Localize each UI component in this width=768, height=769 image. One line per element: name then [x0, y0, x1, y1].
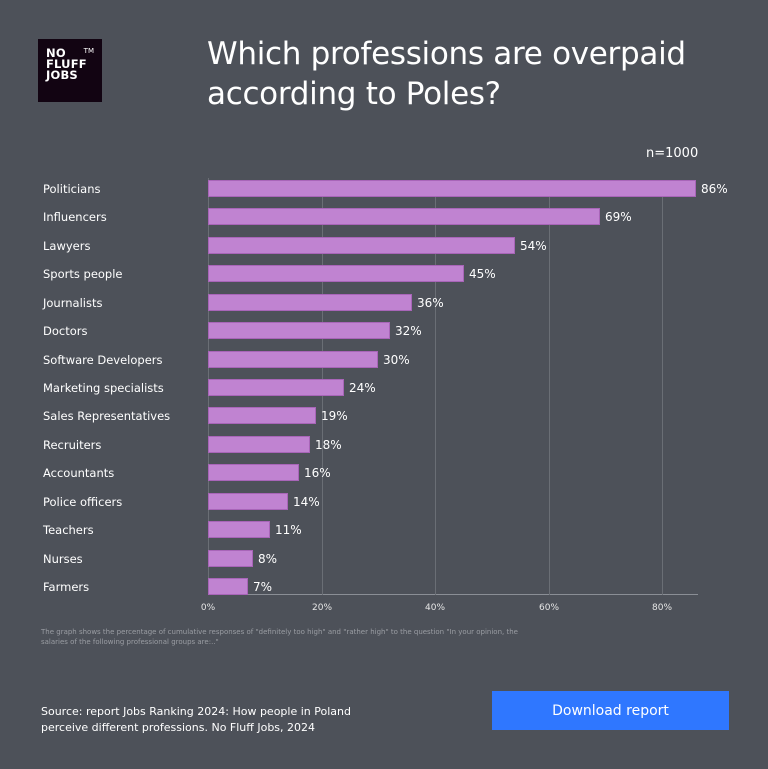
gridline — [549, 180, 550, 595]
chart-row: Influencers 69% — [0, 208, 768, 226]
chart-row: Police officers 14% — [0, 493, 768, 511]
x-tick-label: 20% — [311, 603, 333, 613]
value-label: 7% — [253, 580, 273, 594]
chart-row: Sales Representatives 19% — [0, 407, 768, 425]
chart-row: Farmers 7% — [0, 578, 768, 596]
chart-row: Lawyers 54% — [0, 237, 768, 255]
category-label: Politicians — [43, 182, 101, 196]
category-label: Teachers — [43, 523, 94, 537]
value-label: 54% — [520, 239, 547, 253]
bar — [208, 407, 316, 424]
category-label: Marketing specialists — [43, 381, 164, 395]
category-label: Journalists — [43, 296, 103, 310]
gridline — [662, 180, 663, 595]
logo-line: NO — [46, 46, 66, 60]
download-report-button[interactable]: Download report — [492, 691, 729, 730]
value-label: 8% — [258, 552, 278, 566]
logo-line: JOBS — [46, 68, 78, 82]
value-label: 18% — [315, 438, 342, 452]
source-text: Source: report Jobs Ranking 2024: How pe… — [41, 705, 351, 734]
chart-row: Doctors 32% — [0, 322, 768, 340]
chart-row: Accountants 16% — [0, 464, 768, 482]
bar — [208, 578, 248, 595]
page-title: Which professions are overpaid according… — [207, 36, 686, 112]
chart-row: Journalists 36% — [0, 294, 768, 312]
category-label: Software Developers — [43, 353, 163, 367]
bar — [208, 237, 515, 254]
no-fluff-jobs-logo: NO FLUFF JOBS TM — [38, 39, 102, 102]
bar — [208, 180, 696, 197]
chart-row: Nurses 8% — [0, 550, 768, 568]
category-label: Lawyers — [43, 239, 91, 253]
bar — [208, 521, 270, 538]
value-label: 69% — [605, 210, 632, 224]
gridline — [435, 180, 436, 595]
trademark-mark: TM — [83, 47, 94, 55]
bar — [208, 493, 288, 510]
value-label: 45% — [469, 267, 496, 281]
value-label: 11% — [275, 523, 302, 537]
category-label: Sales Representatives — [43, 409, 171, 423]
category-label: Doctors — [43, 324, 88, 338]
x-tick-label: 0% — [200, 603, 216, 613]
value-label: 14% — [293, 495, 320, 509]
logo-line: FLUFF — [46, 57, 87, 71]
bar — [208, 294, 412, 311]
chart-row: Marketing specialists 24% — [0, 379, 768, 397]
chart-row: Politicians 86% — [0, 180, 768, 198]
bar — [208, 265, 464, 282]
x-tick-label: 80% — [651, 603, 673, 613]
category-label: Recruiters — [43, 438, 102, 452]
bar — [208, 436, 310, 453]
value-label: 19% — [321, 409, 348, 423]
bar — [208, 208, 600, 225]
value-label: 16% — [304, 466, 331, 480]
bar — [208, 464, 299, 481]
category-label: Police officers — [43, 495, 123, 509]
x-tick-label: 60% — [538, 603, 560, 613]
chart-row: Recruiters 18% — [0, 436, 768, 454]
bar — [208, 379, 344, 396]
chart-row: Sports people 45% — [0, 265, 768, 283]
category-label: Sports people — [43, 267, 123, 281]
bar — [208, 351, 378, 368]
value-label: 36% — [417, 296, 444, 310]
x-tick-label: 40% — [424, 603, 446, 613]
x-axis-line — [208, 594, 698, 595]
bar — [208, 322, 390, 339]
category-label: Farmers — [43, 580, 90, 594]
value-label: 24% — [349, 381, 376, 395]
chart-row: Software Developers 30% — [0, 351, 768, 369]
value-label: 32% — [395, 324, 422, 338]
value-label: 86% — [701, 182, 728, 196]
category-label: Accountants — [43, 466, 115, 480]
chart-footnote: The graph shows the percentage of cumula… — [41, 628, 518, 646]
category-label: Nurses — [43, 552, 83, 566]
sample-size-label: n=1000 — [646, 146, 699, 161]
chart-row: Teachers 11% — [0, 521, 768, 539]
category-label: Influencers — [43, 210, 107, 224]
bar — [208, 550, 253, 567]
value-label: 30% — [383, 353, 410, 367]
